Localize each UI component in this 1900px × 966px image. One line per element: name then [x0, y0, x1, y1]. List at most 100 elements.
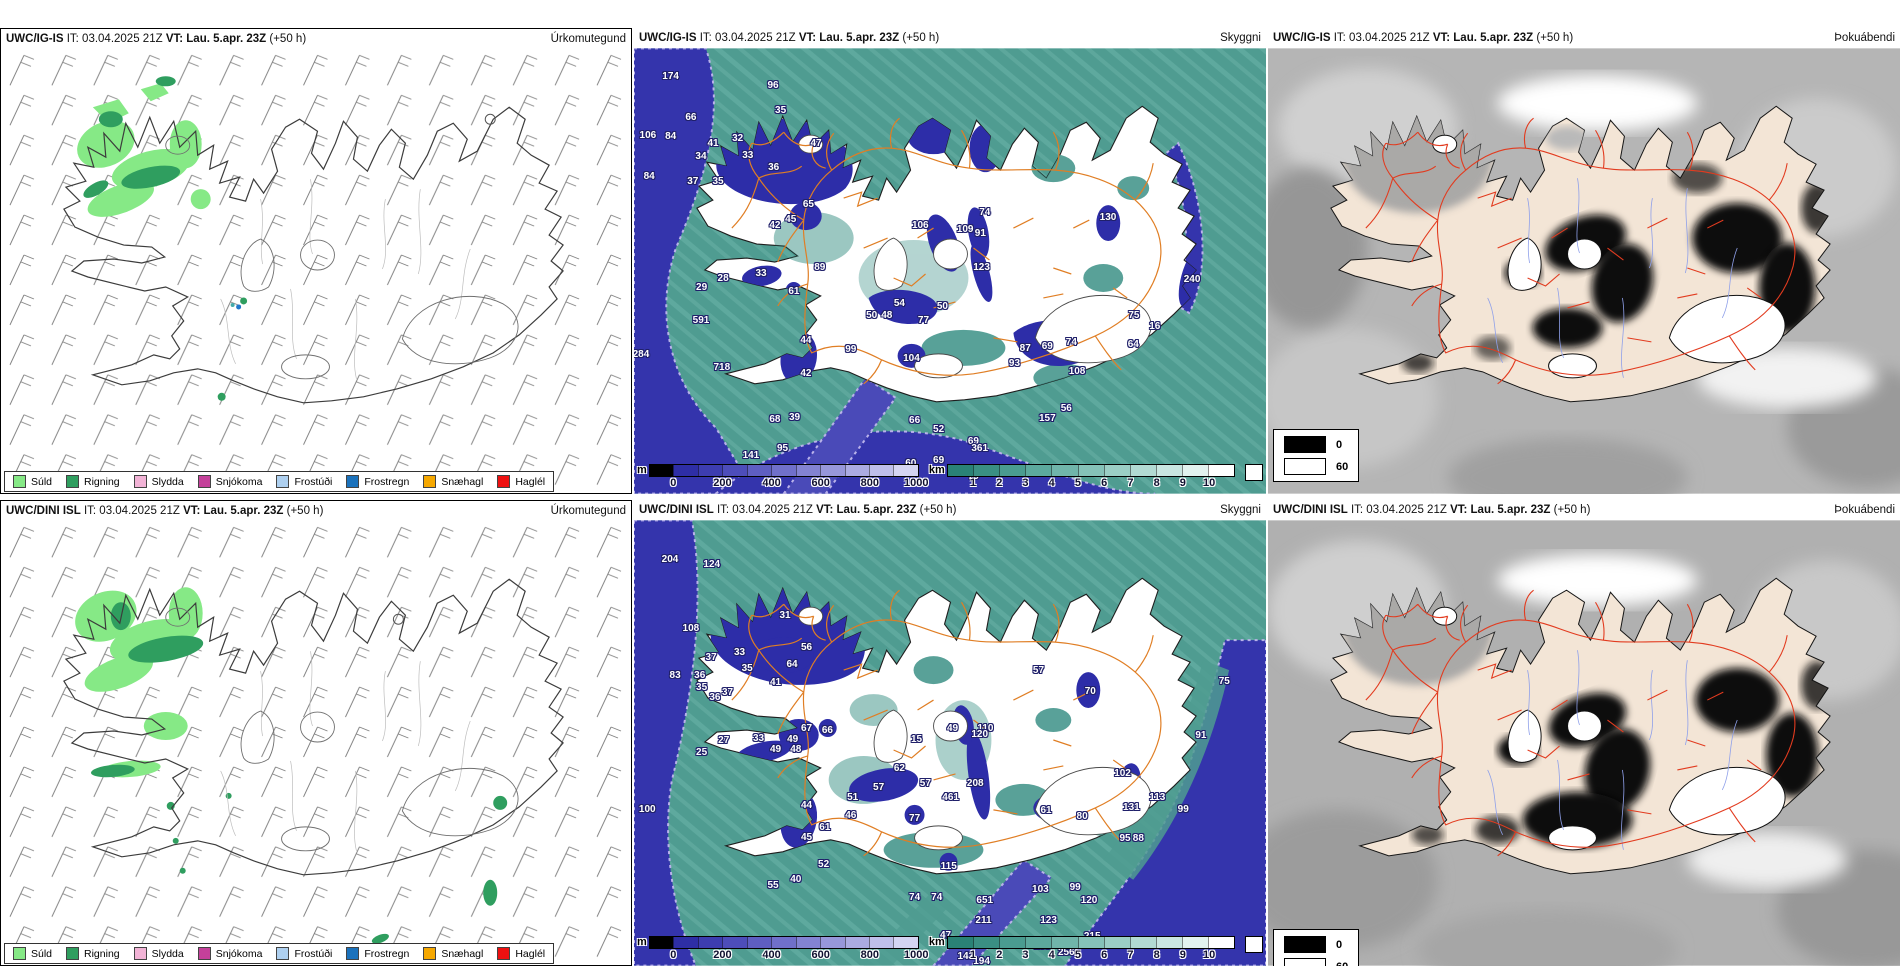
visibility-value: 77	[909, 814, 920, 824]
precip-color-swatch	[497, 475, 510, 488]
precip-color-swatch	[134, 947, 147, 960]
visibility-value: 49	[770, 745, 781, 755]
precip-legend-label: Frostúði	[294, 948, 332, 960]
valid-time-label: VT:	[1433, 32, 1450, 44]
visibility-value: 95	[777, 444, 788, 454]
precip-legend-label: Súld	[31, 476, 52, 488]
visibility-value: 36	[709, 693, 720, 703]
visibility-value: 40	[790, 875, 801, 885]
scale-tick-label: 200	[713, 477, 731, 489]
scale-tick-label: 3	[1022, 949, 1028, 961]
panel-header: UWC/DINI ISL IT: 03.04.2025 21Z VT: Lau.…	[1, 501, 631, 521]
visibility-value: 108	[1069, 367, 1086, 377]
fog-map-svg	[1268, 520, 1900, 966]
visibility-value: 52	[818, 860, 829, 870]
precip-legend-item: Súld	[13, 947, 52, 960]
scale-color-bar	[649, 464, 919, 477]
panel-header: UWC/IG-IS IT: 03.04.2025 21Z VT: Lau. 5.…	[1, 29, 631, 49]
precip-legend-item: Frostúði	[276, 947, 332, 960]
visibility-value: 123	[973, 263, 990, 273]
visibility-value: 284	[634, 350, 649, 360]
visibility-value: 42	[769, 221, 780, 231]
visibility-value: 240	[1184, 275, 1201, 285]
visibility-value: 49	[947, 724, 958, 734]
visibility-value: 74	[979, 208, 990, 218]
visibility-value: 51	[847, 793, 858, 803]
precip-legend-item: Haglél	[497, 475, 545, 488]
visibility-value: 99	[845, 345, 856, 355]
scale-tick-label: 9	[1180, 477, 1186, 489]
precip-color-swatch	[423, 475, 436, 488]
precip-color-swatch	[346, 947, 359, 960]
visibility-value: 120	[1081, 896, 1098, 906]
scale-color-segment	[673, 465, 697, 476]
lead-time: (+50 h)	[1536, 32, 1573, 44]
visibility-value: 174	[662, 72, 679, 82]
visibility-value: 37	[722, 688, 733, 698]
scale-tick-label: 10	[1203, 949, 1215, 961]
precip-legend-label: Slydda	[152, 948, 184, 960]
fog-legend-row: 60	[1284, 458, 1348, 475]
visibility-value: 64	[786, 660, 797, 670]
init-time-label: IT:	[67, 33, 79, 45]
scale-color-segment	[1130, 465, 1156, 476]
scale-color-bar	[947, 936, 1236, 949]
fog-legend-row: 60	[1284, 958, 1348, 966]
visibility-value: 34	[695, 152, 706, 162]
init-time-label: IT:	[717, 504, 729, 516]
panel-dini-fog: UWC/DINI ISL IT: 03.04.2025 21Z VT: Lau.…	[1268, 500, 1900, 966]
init-time-value: 03.04.2025 21Z	[715, 32, 796, 44]
scale-tick-label: 8	[1154, 949, 1160, 961]
model-name: UWC/IG-IS	[639, 32, 697, 44]
visibility-value: 36	[694, 671, 705, 681]
precip-legend-label: Rigning	[84, 476, 120, 488]
scale-color-segment	[698, 937, 722, 948]
fog-map-dini: 060	[1268, 520, 1900, 966]
scale-color-segment	[1078, 937, 1104, 948]
scale-color-segment	[722, 465, 746, 476]
valid-time-value: Lau. 5.apr. 23Z	[1471, 504, 1551, 516]
scale-color-segment	[796, 465, 820, 476]
panel-igis-precip-type: UWC/IG-IS IT: 03.04.2025 21Z VT: Lau. 5.…	[0, 28, 632, 494]
scale-unit-label: m	[637, 464, 647, 477]
model-name: UWC/DINI ISL	[639, 504, 714, 516]
visibility-value: 84	[644, 172, 655, 182]
scale-tick-label: 600	[811, 949, 829, 961]
scale-tick-label: 400	[762, 477, 780, 489]
precip-color-swatch	[423, 947, 436, 960]
model-name: UWC/IG-IS	[1273, 32, 1331, 44]
scale-tick-label: 5	[1075, 949, 1081, 961]
visibility-value: 41	[770, 678, 781, 688]
precip-color-swatch	[13, 475, 26, 488]
visibility-value: 91	[975, 229, 986, 239]
visibility-value: 123	[1040, 916, 1057, 926]
visibility-value: 96	[767, 81, 778, 91]
panel-header: UWC/DINI ISL IT: 03.04.2025 21Z VT: Lau.…	[1268, 500, 1900, 520]
scale-tick-label: 2	[996, 477, 1002, 489]
scale-tick-label: 800	[861, 477, 879, 489]
visibility-value: 141	[743, 451, 760, 461]
panel-igis-fog: UWC/IG-IS IT: 03.04.2025 21Z VT: Lau. 5.…	[1268, 28, 1900, 494]
precip-legend-item: Slydda	[134, 947, 184, 960]
scale-color-segment	[973, 465, 999, 476]
lead-time: (+50 h)	[1554, 504, 1591, 516]
precip-color-swatch	[198, 475, 211, 488]
valid-time-label: VT:	[816, 504, 833, 516]
scale-color-segment	[1208, 465, 1234, 476]
scale-color-segment	[673, 937, 697, 948]
scale-tick-label: 800	[861, 949, 879, 961]
scale-color-segment	[1051, 937, 1077, 948]
visibility-value: 37	[687, 177, 698, 187]
scale-color-segment	[1156, 937, 1182, 948]
visibility-value: 91	[1195, 731, 1206, 741]
wind-barb-field	[1, 521, 632, 966]
visibility-value: 68	[769, 415, 780, 425]
scale-color-bar	[649, 936, 919, 949]
scale-color-segment	[999, 937, 1025, 948]
scale-color-segment	[1156, 465, 1182, 476]
scale-tick-label: 1	[970, 949, 976, 961]
